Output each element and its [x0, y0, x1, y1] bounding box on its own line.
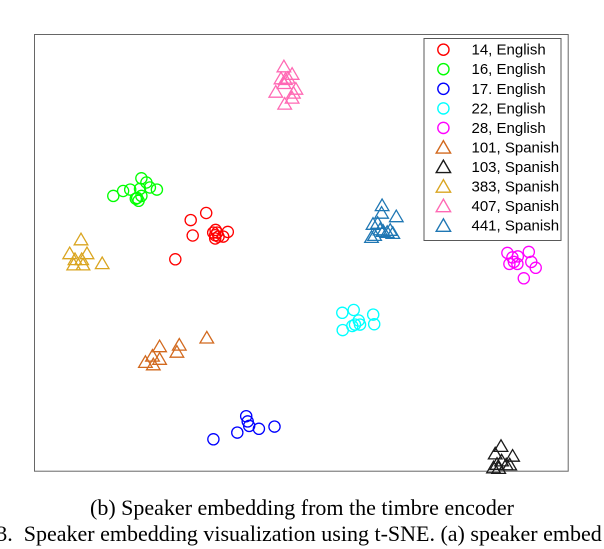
- svg-text:383, Spanish: 383, Spanish: [472, 179, 560, 196]
- svg-text:28, English: 28, English: [472, 120, 546, 137]
- svg-text:22, English: 22, English: [472, 100, 546, 117]
- svg-text:16, English: 16, English: [472, 61, 546, 78]
- svg-text:407, Spanish: 407, Spanish: [472, 198, 560, 215]
- svg-text:17. English: 17. English: [472, 81, 546, 98]
- svg-text:14, English: 14, English: [472, 42, 546, 59]
- svg-text:441, Spanish: 441, Spanish: [472, 218, 560, 235]
- svg-text:101, Spanish: 101, Spanish: [472, 139, 560, 156]
- svg-text:103, Spanish: 103, Spanish: [472, 159, 560, 176]
